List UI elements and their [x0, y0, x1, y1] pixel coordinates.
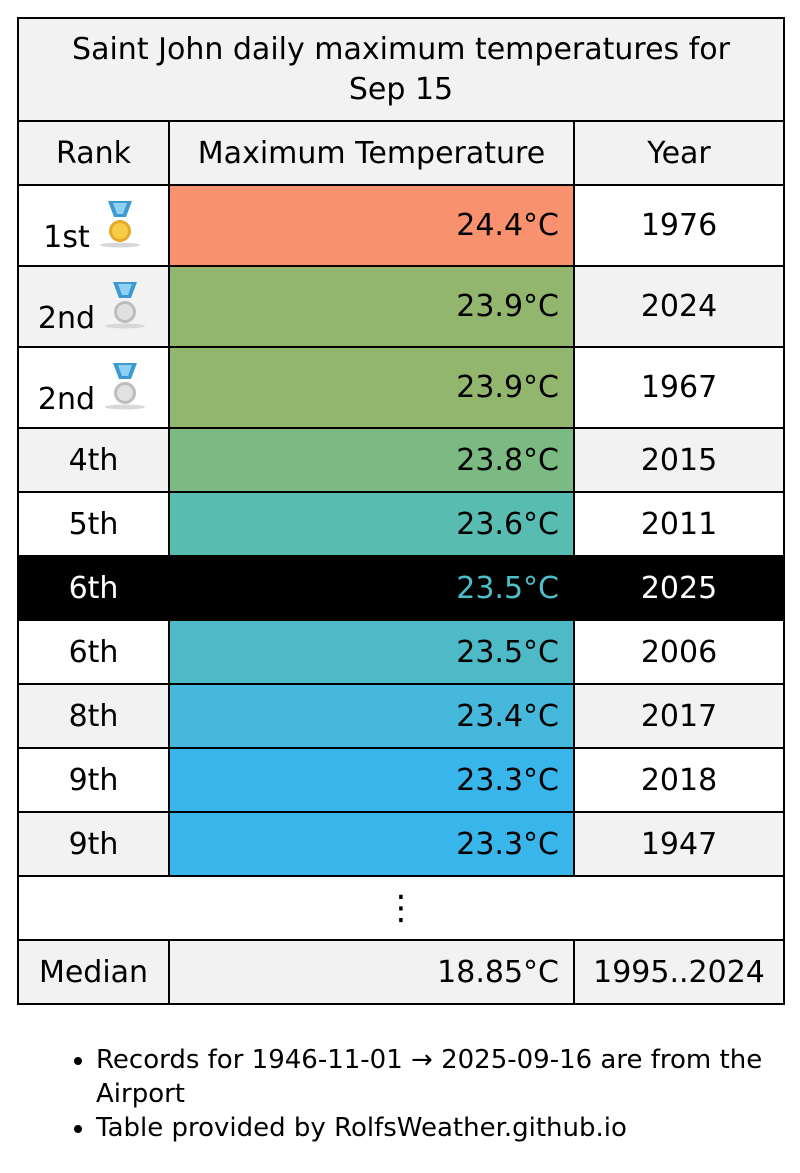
table-row: 6th 23.5°C 2006	[17, 619, 786, 685]
rank-cell: 6th	[17, 555, 170, 621]
notes-list: Records for 1946-11-01 → 2025-09-16 are …	[50, 1043, 800, 1145]
rank-label: 2nd	[37, 300, 96, 336]
year-cell: 2017	[572, 683, 786, 749]
year-cell: 1947	[572, 811, 786, 877]
temperature-cell: 23.5°C	[168, 619, 575, 685]
rank-cell: 4th	[17, 427, 170, 493]
table-row: 5th 23.6°C 2011	[17, 491, 786, 557]
temperature-cell: 23.3°C	[168, 811, 575, 877]
temperature-cell: 23.6°C	[168, 491, 575, 557]
rank-cell: 2nd	[17, 265, 170, 348]
rank-label: 1st	[43, 219, 90, 255]
year-cell: 1967	[572, 346, 786, 429]
column-header-year: Year	[572, 120, 786, 186]
table-row: 2nd 23.9°C 2024	[17, 265, 786, 348]
note-credit: Table provided by RolfsWeather.github.io	[96, 1111, 800, 1145]
table-row: 1st 24.4°C 1976	[17, 184, 786, 267]
rank-label: 2nd	[37, 381, 96, 417]
temperature-cell: 23.8°C	[168, 427, 575, 493]
temperature-cell: 23.9°C	[168, 346, 575, 429]
median-temperature: 18.85°C	[168, 939, 575, 1005]
rank-cell: 1st	[17, 184, 170, 267]
rank-cell: 2nd	[17, 346, 170, 429]
table-row: 9th 23.3°C 1947	[17, 811, 786, 877]
year-cell: 2025	[572, 555, 786, 621]
rank-cell: 8th	[17, 683, 170, 749]
temperature-cell: 23.4°C	[168, 683, 575, 749]
silver-medal-icon	[101, 361, 149, 411]
more-rows-ellipsis: ⋮	[16, 875, 786, 941]
temperature-record-table: Saint John daily maximum temperatures fo…	[16, 17, 786, 1005]
rank-cell: 6th	[17, 619, 170, 685]
table-row: 4th 23.8°C 2015	[17, 427, 786, 493]
rank-cell: 9th	[17, 811, 170, 877]
temperature-cell: 23.3°C	[168, 747, 575, 813]
silver-medal-icon	[101, 280, 149, 330]
temperature-record-table-container: Saint John daily maximum temperatures fo…	[16, 17, 786, 1005]
year-cell: 2024	[572, 265, 786, 348]
year-cell: 2006	[572, 619, 786, 685]
year-cell: 2018	[572, 747, 786, 813]
column-header-rank: Rank	[17, 120, 170, 186]
temperature-cell: 24.4°C	[168, 184, 575, 267]
column-header-temperature: Maximum Temperature	[168, 120, 575, 186]
median-year-range: 1995..2024	[572, 939, 786, 1005]
year-cell: 2015	[572, 427, 786, 493]
rank-cell: 5th	[17, 491, 170, 557]
table-row: 6th 23.5°C 2025	[17, 555, 786, 621]
table-row: 8th 23.4°C 2017	[17, 683, 786, 749]
table-row: 9th 23.3°C 2018	[17, 747, 786, 813]
year-cell: 2011	[572, 491, 786, 557]
year-cell: 1976	[572, 184, 786, 267]
temperature-cell: 23.5°C	[168, 555, 575, 621]
table-row: 2nd 23.9°C 1967	[17, 346, 786, 429]
rank-cell: 9th	[17, 747, 170, 813]
gold-medal-icon	[96, 199, 144, 249]
table-title: Saint John daily maximum temperatures fo…	[16, 17, 786, 122]
median-label: Median	[17, 939, 170, 1005]
note-data-source: Records for 1946-11-01 → 2025-09-16 are …	[96, 1043, 800, 1111]
temperature-cell: 23.9°C	[168, 265, 575, 348]
